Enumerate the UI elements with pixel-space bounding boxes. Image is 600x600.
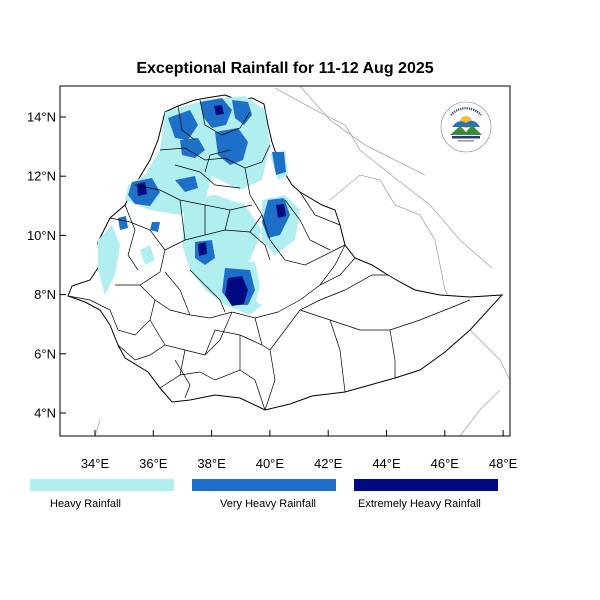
- boundary-oromia-west: [139, 284, 279, 319]
- boundary-afar-internal-2: [299, 191, 341, 226]
- y-tick-label: 12°N: [27, 169, 56, 184]
- y-tick-label: 14°N: [27, 110, 56, 125]
- boundary-snnp: [149, 311, 233, 356]
- boundary-amhara-west: [134, 184, 253, 211]
- rainfall-extreme-layer: [137, 105, 286, 306]
- neighbor-boundary-north: [274, 87, 493, 269]
- legend-label: Heavy Rainfall: [50, 498, 121, 510]
- legend-swatch: [30, 479, 174, 491]
- y-tick-label: 10°N: [27, 228, 56, 243]
- y-tick-label: 4°N: [34, 406, 56, 421]
- legend: Heavy Rainfall Very Heavy Rainfall Extreme…: [30, 479, 498, 510]
- x-tick-label: 40°E: [256, 456, 285, 471]
- boundary-zone-l: [174, 359, 191, 399]
- region-boundaries: [67, 99, 471, 411]
- neighbor-boundary-east: [329, 174, 510, 381]
- neighbor-boundary-southwest: [94, 419, 101, 436]
- boundary-somali-internal-2: [329, 319, 346, 393]
- boundary-benishangul-internal: [124, 204, 139, 271]
- neighbor-boundaries: [94, 86, 510, 436]
- boundary-zone-d: [179, 349, 186, 376]
- map-frame: [59, 85, 511, 437]
- x-tick-label: 42°E: [314, 456, 343, 471]
- boundary-amhara-internal: [174, 164, 241, 189]
- boundary-zone-k: [319, 244, 346, 286]
- ethiopia-country-fill: [67, 94, 504, 411]
- x-tick-label: 44°E: [372, 456, 401, 471]
- x-tick-label: 38°E: [197, 456, 226, 471]
- legend-label: Very Heavy Rainfall: [220, 498, 316, 510]
- map-title: Exceptional Rainfall for 11-12 Aug 2025: [136, 60, 433, 77]
- neighbor-boundary-northeast: [299, 86, 426, 176]
- neighbor-boundary-southeast: [459, 389, 501, 436]
- x-tick-label: 34°E: [81, 456, 110, 471]
- boundary-tigray-south: [159, 144, 271, 169]
- longitude-axis: 34°E 36°E 38°E 40°E 42°E 44°E 46°E 48°E: [81, 430, 518, 471]
- y-tick-label: 6°N: [34, 346, 56, 361]
- boundary-tigray-internal-2: [177, 105, 196, 141]
- boundary-zone-h: [224, 209, 231, 231]
- x-tick-label: 36°E: [139, 456, 168, 471]
- boundary-zone-b: [164, 271, 191, 316]
- legend-label: Extremely Heavy Rainfall: [358, 498, 481, 510]
- boundary-zone-m: [117, 344, 166, 361]
- agency-logo: [440, 101, 492, 153]
- boundary-zone-f: [254, 317, 263, 346]
- boundary-amhara-internal-2: [204, 149, 231, 173]
- boundary-amhara-afar: [244, 167, 346, 266]
- boundary-zone-a: [189, 269, 226, 313]
- y-tick-label: 8°N: [34, 287, 56, 302]
- boundary-zone-j: [179, 199, 186, 241]
- boundary-afar-internal: [284, 199, 331, 251]
- map-area: [67, 86, 510, 436]
- boundary-somali-internal-3: [389, 329, 396, 378]
- legend-swatch: [192, 479, 336, 491]
- boundary-tigray-internal: [199, 99, 251, 136]
- boundary-zone-g: [249, 214, 263, 233]
- x-tick-label: 46°E: [431, 456, 460, 471]
- x-tick-label: 48°E: [489, 456, 518, 471]
- legend-swatch: [354, 479, 498, 491]
- latitude-axis: 14°N 12°N 10°N 8°N 6°N 4°N: [27, 110, 66, 421]
- rainfall-very-heavy-layer: [118, 98, 290, 305]
